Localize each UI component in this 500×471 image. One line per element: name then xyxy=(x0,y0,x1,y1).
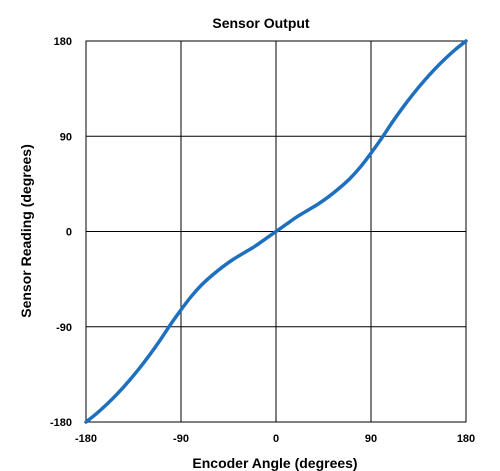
x-tick-label: 180 xyxy=(457,433,475,445)
x-axis-ticks: -180 -90 0 90 180 xyxy=(75,433,475,445)
y-tick-label: 0 xyxy=(66,227,72,239)
y-axis-ticks: -180 -90 0 90 180 xyxy=(50,36,72,429)
x-tick-label: 90 xyxy=(365,433,377,445)
series-layer xyxy=(84,39,468,424)
series-line xyxy=(84,39,468,424)
x-tick-label: 0 xyxy=(273,433,279,445)
x-tick-label: -180 xyxy=(75,433,97,445)
chart-title: Sensor Output xyxy=(212,15,310,31)
x-axis-title: Encoder Angle (degrees) xyxy=(192,455,357,471)
plot-frame xyxy=(85,40,467,423)
y-tick-label: -180 xyxy=(50,417,72,429)
y-tick-label: -90 xyxy=(56,322,72,334)
y-tick-label: 180 xyxy=(54,36,72,48)
x-tick-label: -90 xyxy=(173,433,189,445)
y-axis-title: Sensor Reading (degrees) xyxy=(18,144,34,318)
y-tick-label: 90 xyxy=(60,131,72,143)
